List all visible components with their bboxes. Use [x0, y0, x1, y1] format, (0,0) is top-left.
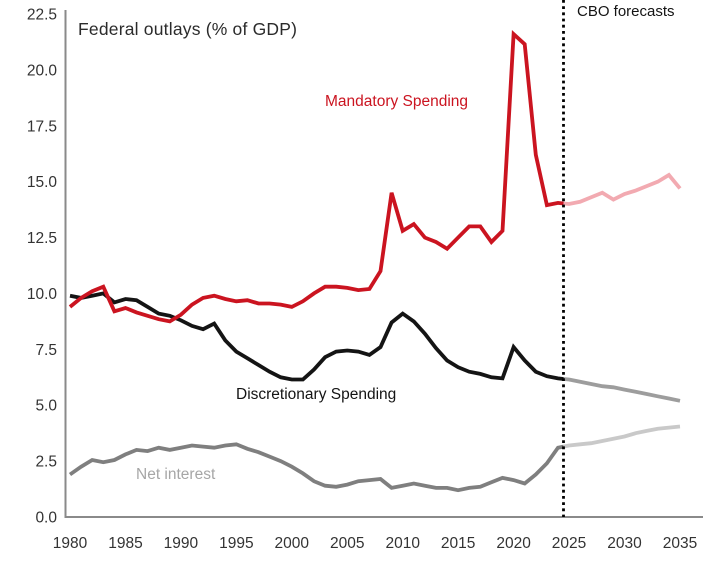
y-tick-label: 15.0 [27, 174, 58, 191]
series-line-net-interest-forecast [563, 424, 681, 449]
y-tick-label: 2.5 [35, 454, 57, 471]
x-tick-label: 2020 [496, 535, 531, 552]
series-line-mandatory-spending [68, 30, 564, 324]
y-tick-label: 17.5 [27, 118, 57, 135]
y-tick-label: 10.0 [27, 286, 58, 303]
x-tick-label: 1995 [219, 535, 253, 552]
discretionary-spending-series-label: Discretionary Spending [236, 386, 397, 403]
series-line-net-interest [68, 442, 564, 493]
y-tick-label: 12.5 [27, 230, 57, 247]
y-tick-label: 22.5 [27, 6, 57, 23]
x-tick-label: 1985 [108, 535, 142, 552]
series-layer [68, 30, 682, 493]
axis-ticks-layer: 22.5 20.0 17.5 15.0 12.5 10.0 7.5 5.0 2.5 0.0 1980… [27, 6, 697, 552]
y-tick-label: 7.5 [35, 342, 57, 359]
x-tick-label: 2030 [607, 535, 642, 552]
y-tick-label: 20.0 [27, 62, 58, 79]
x-tick-label: 2025 [552, 535, 586, 552]
x-tick-label: 2005 [330, 535, 364, 552]
x-tick-label: 2010 [385, 535, 420, 552]
x-tick-label: 1990 [164, 535, 199, 552]
x-tick-label: 2035 [663, 535, 697, 552]
y-tick-label: 0.0 [35, 510, 57, 527]
chart-title: Federal outlays (% of GDP) [78, 19, 298, 39]
x-tick-label: 1980 [53, 535, 88, 552]
series-line-discretionary-spending-forecast [563, 377, 681, 403]
series-line-mandatory-spending-forecast [563, 172, 682, 206]
x-tick-label: 2000 [275, 535, 310, 552]
mandatory-spending-series-label: Mandatory Spending [325, 93, 469, 110]
x-tick-label: 2015 [441, 535, 475, 552]
cbo-forecasts-label: CBO forecasts [577, 3, 675, 20]
net-interest-series-label: Net interest [136, 466, 216, 483]
y-tick-label: 5.0 [35, 398, 57, 415]
series-line-discretionary-spending [69, 291, 564, 382]
